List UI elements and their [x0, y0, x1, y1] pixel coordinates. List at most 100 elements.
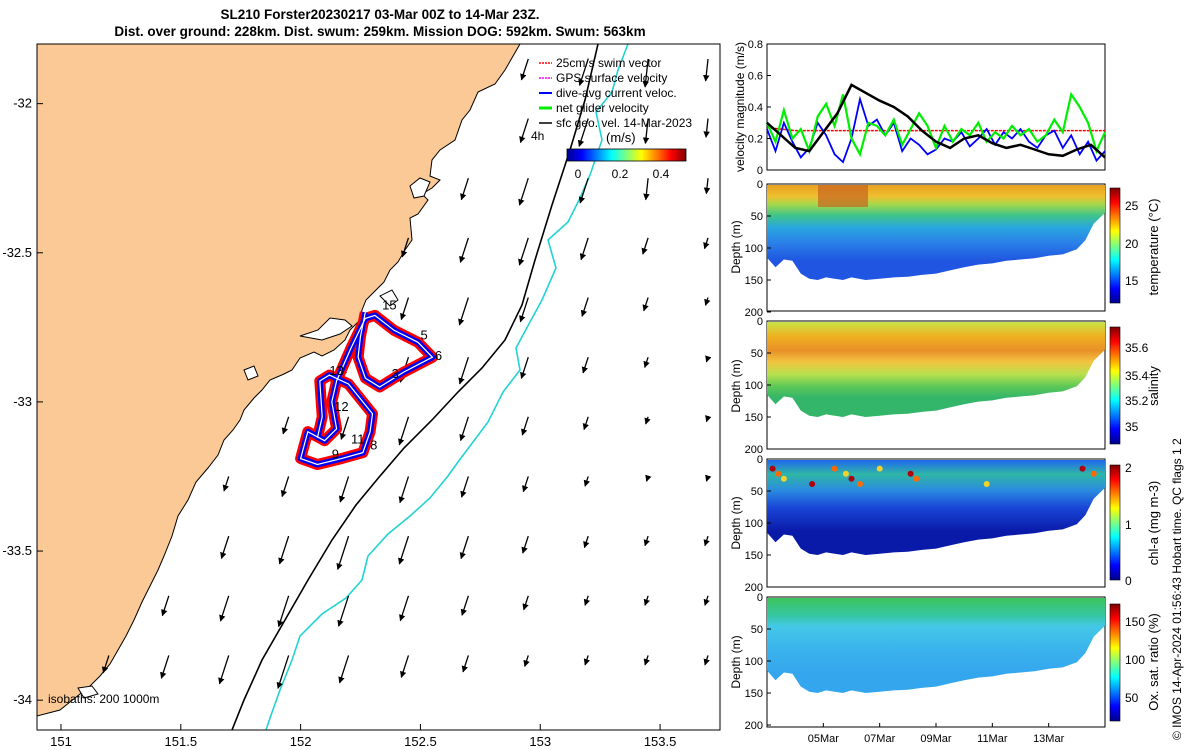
map-xtick-label: 152.5: [404, 734, 437, 749]
map-xtick-label: 152: [290, 734, 312, 749]
oxygen-cbar-tick-50: 50: [1125, 691, 1139, 705]
glider-track: [295, 309, 438, 470]
geo-velocity-arrow: [643, 178, 650, 201]
salinity-cbar-tick-352: 35.2: [1125, 394, 1149, 408]
geo-velocity-arrow: [338, 476, 350, 503]
geo-velocity-arrow: [401, 237, 410, 258]
velocity-axes: [766, 43, 1106, 171]
chla-dot: [842, 470, 849, 477]
geo-velocity-arrow: [338, 655, 350, 684]
map-ytick-label: -33.5: [2, 543, 32, 558]
geo-velocity-arrow: [337, 595, 350, 627]
geo-velocity-arrow: [583, 476, 590, 487]
velocity-ytick-label: 0.2: [748, 134, 763, 146]
geo-velocity-arrow: [579, 237, 589, 261]
chla-dot: [857, 481, 863, 487]
depth-tick-label: 50: [751, 348, 763, 360]
geo-velocity-arrow: [160, 655, 170, 679]
velocity-line-net: [765, 91, 1107, 158]
geo-velocity-arrow: [705, 415, 712, 423]
geo-velocity-arrow: [583, 655, 590, 666]
date-tick-label: 07Mar: [864, 733, 896, 745]
temperature-section: [767, 185, 1105, 280]
land-mass: [37, 44, 521, 717]
oxygen-panel: 150 100 50 Ox. sat. ratio (%) Depth (m): [729, 596, 1161, 728]
temperature-ylabel: Depth (m): [729, 220, 743, 273]
geo-velocity-arrow: [704, 297, 711, 306]
depth-tick-label: 150: [745, 688, 763, 700]
geo-velocity-arrow: [459, 237, 469, 263]
depth-tick-label: 0: [757, 179, 763, 191]
map-panel: 15 56 3 13 12 11 8 9 151 151.5 152 152.5 153 153.5 -…: [2, 43, 721, 749]
salinity-cbar-tick-35: 35: [1125, 420, 1139, 434]
legend-label-gps: GPS surface velocity: [556, 71, 667, 85]
depth-tick-label: 150: [745, 412, 763, 424]
chla-dot: [913, 475, 920, 482]
depth-tick-label: 200: [745, 444, 763, 456]
chla-dot: [780, 475, 787, 482]
geo-velocity-arrow: [398, 535, 410, 565]
chla-dot: [983, 481, 990, 487]
oxygen-cbar-tick-100: 100: [1125, 653, 1145, 667]
depth-tick-label: 100: [745, 243, 763, 255]
track-path: [299, 312, 434, 466]
geo-velocity-arrow: [703, 118, 710, 138]
isobath-1000m: [265, 44, 629, 730]
waypoint-labels: 15 56 3 13 12 11 8 9: [329, 297, 442, 461]
map-xtick-label: 151: [50, 734, 72, 749]
copyright-note: © IMOS 14-Apr-2024 01:56:43 Hobart time.…: [1170, 438, 1184, 740]
chla-cbar-tick-1: 1: [1125, 518, 1132, 532]
geo-velocity-arrow: [580, 297, 589, 317]
chla-ylabel: Depth (m): [729, 496, 743, 549]
temperature-colorbar: [1109, 187, 1121, 304]
geo-velocity-arrow: [642, 58, 649, 88]
geo-velocity-arrow: [161, 595, 170, 617]
chla-dot: [907, 470, 914, 477]
salinity-ylabel: Depth (m): [729, 359, 743, 412]
waypoint-label: 12: [334, 399, 348, 414]
depth-ticks: 0501001502000501001502000501001502000501…: [745, 179, 771, 732]
depth-tick-label: 50: [751, 211, 763, 223]
geo-velocity-arrow: [522, 595, 529, 611]
geo-velocity-arrow: [703, 58, 710, 82]
waypoint-label: 9: [332, 447, 339, 462]
coast-inlet-3: [379, 289, 399, 307]
chla-dot: [1090, 470, 1097, 477]
map-x-ticks: 151 151.5 152 152.5 153 153.5: [50, 724, 676, 749]
map-ytick-label: -34: [13, 692, 32, 707]
salinity-cbar-label: salinity: [1146, 366, 1161, 406]
geo-velocity-arrow: [460, 476, 469, 498]
oxygen-ylabel: Depth (m): [729, 635, 743, 688]
geo-velocity-arrow: [577, 118, 589, 147]
temperature-cbar-tick-25: 25: [1125, 199, 1139, 213]
oxygen-cbar-label: Ox. sat. ratio (%): [1146, 613, 1161, 711]
depth-tick-label: 100: [745, 518, 763, 530]
salinity-panel: 35.6 35.4 35.2 35 salinity Depth (m): [729, 320, 1161, 450]
geo-velocity-arrow: [519, 297, 529, 323]
chla-dot: [775, 470, 782, 477]
coast-inlet-5: [77, 685, 99, 699]
date-tick-label: 13Mar: [1033, 733, 1065, 745]
velocity-panel: 0 0.2 0.4 0.6 0.8 velocity magnitude (m/s): [733, 39, 1107, 177]
geo-velocity-arrow: [705, 355, 712, 363]
geo-velocity-arrow: [642, 297, 649, 312]
depth-tick-label: 0: [757, 592, 763, 604]
geo-velocity-arrow: [219, 595, 230, 622]
velocity-ytick-label: 0.6: [748, 71, 763, 83]
geo-velocity-arrow: [459, 535, 469, 560]
legend-label-swim: 25cm/s swim vector: [556, 56, 661, 70]
geo-velocity-arrow: [705, 474, 712, 482]
velocity-ytick-label: 0: [757, 165, 763, 177]
depth-tick-label: 100: [745, 380, 763, 392]
depth-tick-label: 200: [745, 720, 763, 732]
geo-velocity-arrow: [336, 535, 350, 571]
depth-tick-label: 50: [751, 624, 763, 636]
depth-tick-label: 200: [745, 582, 763, 594]
geo-velocity-arrow: [460, 178, 469, 201]
geo-velocity-arrow: [645, 474, 652, 482]
geo-velocity-arrow: [703, 535, 710, 547]
geo-velocity-arrow: [642, 118, 650, 145]
coast-inlet-2: [409, 177, 431, 199]
legend-label-dive: dive-avg current veloc.: [556, 86, 677, 100]
geo-velocity-arrow: [583, 535, 590, 549]
